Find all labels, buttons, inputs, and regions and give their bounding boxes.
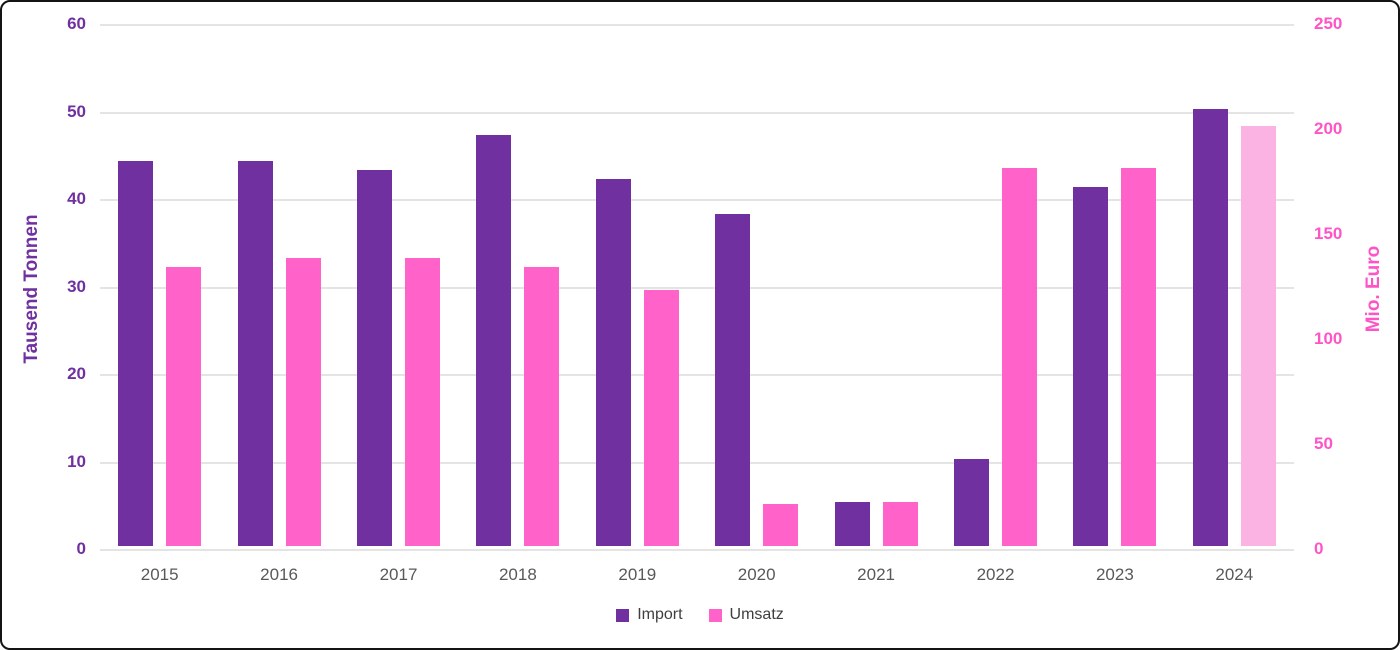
legend-label-umsatz: Umsatz: [729, 606, 784, 623]
right-axis-title-text: Mio. Euro: [1363, 245, 1384, 333]
left-axis-title-text: Tausend Tonnen: [21, 214, 42, 364]
right-tick-50: 50: [1314, 434, 1333, 453]
right-tick-0: 0: [1314, 539, 1324, 558]
left-tick-10: 10: [67, 451, 86, 471]
gridline-60: [100, 24, 1294, 26]
gridline-30: [100, 286, 1294, 289]
right-tick-150: 150: [1314, 224, 1343, 243]
bar-import-2016: [237, 161, 273, 546]
x-label-2023: 2023: [1095, 565, 1134, 584]
bar-umsatz-2023: [1121, 168, 1157, 546]
left-tick-50: 50: [67, 101, 86, 121]
left-tick-60: 60: [67, 14, 86, 33]
left-tick-30: 30: [67, 276, 86, 296]
right-tick-100: 100: [1314, 329, 1343, 348]
bar-umsatz-2015: [166, 266, 202, 546]
bar-import-2024: [1192, 108, 1228, 546]
right-tick-200: 200: [1314, 119, 1343, 138]
bar-umsatz-2022: [1002, 168, 1037, 546]
left-tick-20: 20: [67, 364, 86, 383]
bar-umsatz-2018: [524, 266, 560, 546]
legend: Import Umsatz: [2, 606, 1398, 624]
umsatz-swatch: [708, 608, 722, 622]
gridline-0: [100, 549, 1294, 551]
x-label-2019: 2019: [618, 565, 657, 584]
left-tick-40: 40: [67, 189, 86, 208]
legend-item-import: Import: [616, 606, 683, 624]
bar-import-2023: [1073, 187, 1109, 546]
gridline-10: [100, 461, 1294, 464]
bar-import-2018: [476, 134, 512, 546]
x-label-2022: 2022: [976, 565, 1015, 584]
x-label-2020: 2020: [737, 565, 776, 584]
gridline-40: [100, 199, 1294, 201]
x-label-2015: 2015: [140, 565, 179, 584]
gridline-50: [100, 111, 1294, 114]
bar-import-2017: [357, 169, 392, 546]
bar-import-2022: [954, 458, 989, 546]
bar-import-2021: [834, 502, 870, 546]
legend-item-umsatz: Umsatz: [708, 606, 784, 624]
bar-umsatz-2016: [285, 258, 321, 546]
gridline-20: [100, 374, 1294, 376]
bar-import-2020: [715, 213, 751, 546]
x-label-2017: 2017: [379, 565, 418, 584]
bar-import-2019: [595, 178, 631, 546]
x-label-2018: 2018: [498, 565, 537, 584]
bar-umsatz-2020: [763, 504, 799, 546]
bar-umsatz-2019: [643, 289, 679, 546]
right-tick-250: 250: [1314, 14, 1343, 33]
bar-import-2015: [118, 161, 154, 546]
x-label-2016: 2016: [260, 565, 298, 584]
bar-umsatz-2017: [405, 258, 440, 546]
x-label-2024: 2024: [1215, 565, 1254, 584]
bar-umsatz-2021: [882, 501, 918, 546]
legend-label-import: Import: [637, 606, 683, 623]
import-swatch: [616, 608, 630, 622]
left-tick-0: 0: [76, 539, 86, 558]
bar-umsatz-2024: [1240, 126, 1276, 546]
x-label-2021: 2021: [857, 565, 895, 584]
